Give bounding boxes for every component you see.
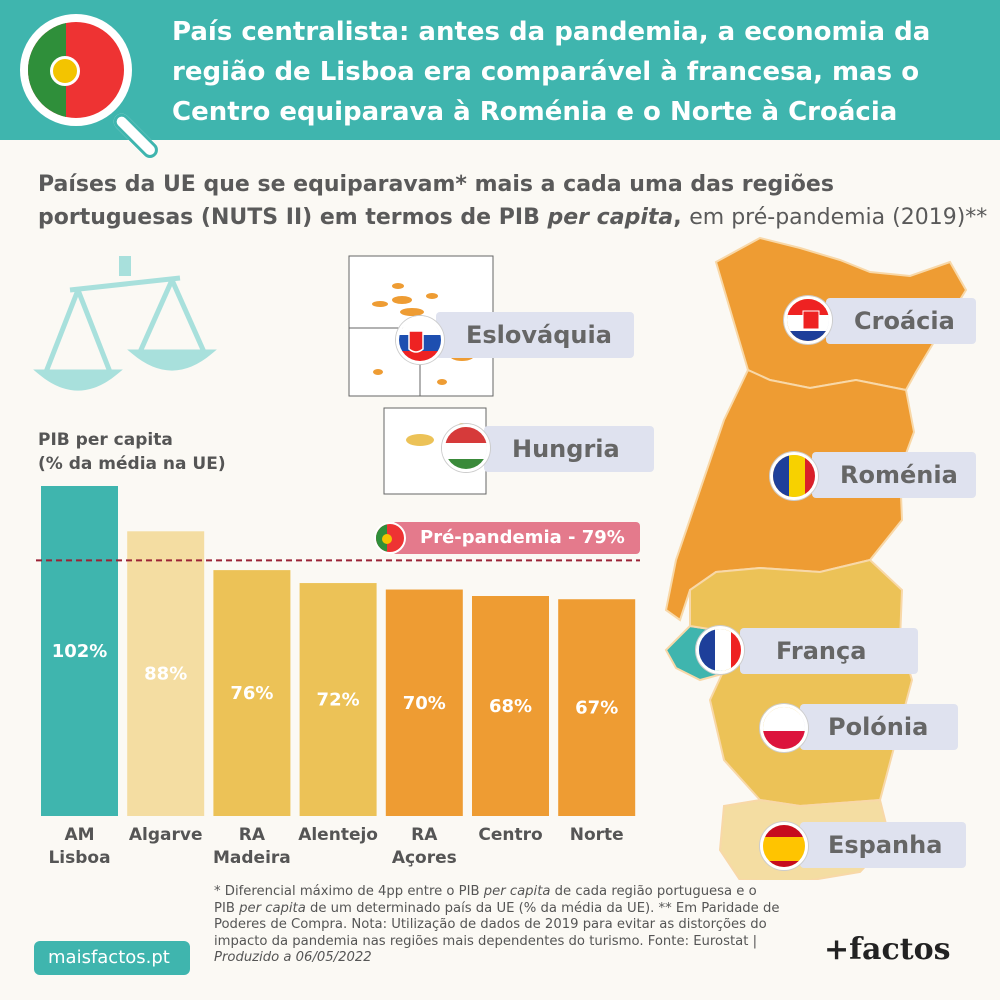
bar-value-label: 68% bbox=[489, 696, 532, 717]
site-link[interactable]: maisfactos.pt bbox=[34, 941, 190, 975]
bar-algarve bbox=[127, 531, 205, 816]
portugal-flag-icon bbox=[20, 14, 132, 126]
scales-icon bbox=[33, 256, 217, 391]
bar-value-label: 88% bbox=[144, 664, 187, 685]
bar-value-label: 76% bbox=[230, 683, 273, 704]
map-region-alentejo bbox=[689, 558, 914, 808]
category-label: Lisboa bbox=[48, 848, 110, 868]
chart-subtitle: Países da UE que se equiparavam* mais a … bbox=[38, 172, 988, 230]
croatia-flag-icon bbox=[784, 296, 832, 344]
category-label: Açores bbox=[392, 848, 457, 868]
portugal-flag-icon bbox=[374, 522, 406, 554]
page-title: País centralista: antes da pandemia, a e… bbox=[172, 17, 931, 127]
poland-flag-icon bbox=[760, 704, 808, 752]
country-label-franca: França bbox=[740, 628, 918, 674]
brand-logo: +factos bbox=[824, 932, 951, 967]
bar-chart: 102% AM Lisboa 88% Algarve 76% RA Madeira 72% Ale… bbox=[36, 486, 640, 868]
category-label: RA bbox=[411, 825, 438, 845]
slovakia-flag-icon bbox=[396, 316, 444, 364]
country-label-eslovaquia: Eslováquia bbox=[436, 312, 634, 358]
bar-value-label: 102% bbox=[52, 641, 108, 662]
bar-ra-açores bbox=[385, 589, 463, 816]
bar-value-label: 67% bbox=[575, 698, 618, 719]
header-banner: País centralista: antes da pandemia, a e… bbox=[0, 0, 1000, 162]
category-label: AM bbox=[64, 825, 94, 845]
y-axis-title: PIB per capita (% da média na UE) bbox=[38, 430, 226, 474]
country-label-espanha: Espanha bbox=[800, 822, 966, 868]
category-label: Alentejo bbox=[298, 825, 378, 845]
category-label: Algarve bbox=[129, 825, 203, 845]
country-label-romenia: Roménia bbox=[812, 452, 976, 498]
reference-line-label: Pré-pandemia - 79% bbox=[392, 522, 640, 554]
country-label-hungria: Hungria bbox=[484, 426, 654, 472]
bar-value-label: 72% bbox=[317, 690, 360, 711]
category-label: Madeira bbox=[213, 848, 291, 868]
bar-am-lisboa bbox=[41, 486, 118, 816]
footnote: * Diferencial máximo de 4pp entre o PIB … bbox=[214, 884, 780, 965]
category-label: Norte bbox=[570, 825, 624, 845]
spain-flag-icon bbox=[760, 822, 808, 870]
hungary-flag-icon bbox=[442, 424, 490, 472]
bar-centro bbox=[472, 596, 549, 816]
category-label: RA bbox=[239, 825, 266, 845]
bar-ra-madeira bbox=[213, 570, 291, 816]
category-label: Centro bbox=[478, 825, 542, 845]
country-label-croacia: Croácia bbox=[826, 298, 976, 344]
france-flag-icon bbox=[696, 626, 744, 674]
bar-alentejo bbox=[299, 583, 377, 816]
bar-norte bbox=[558, 599, 636, 816]
country-label-polonia: Polónia bbox=[800, 704, 958, 750]
bar-value-label: 70% bbox=[403, 693, 446, 714]
romania-flag-icon bbox=[770, 452, 818, 500]
